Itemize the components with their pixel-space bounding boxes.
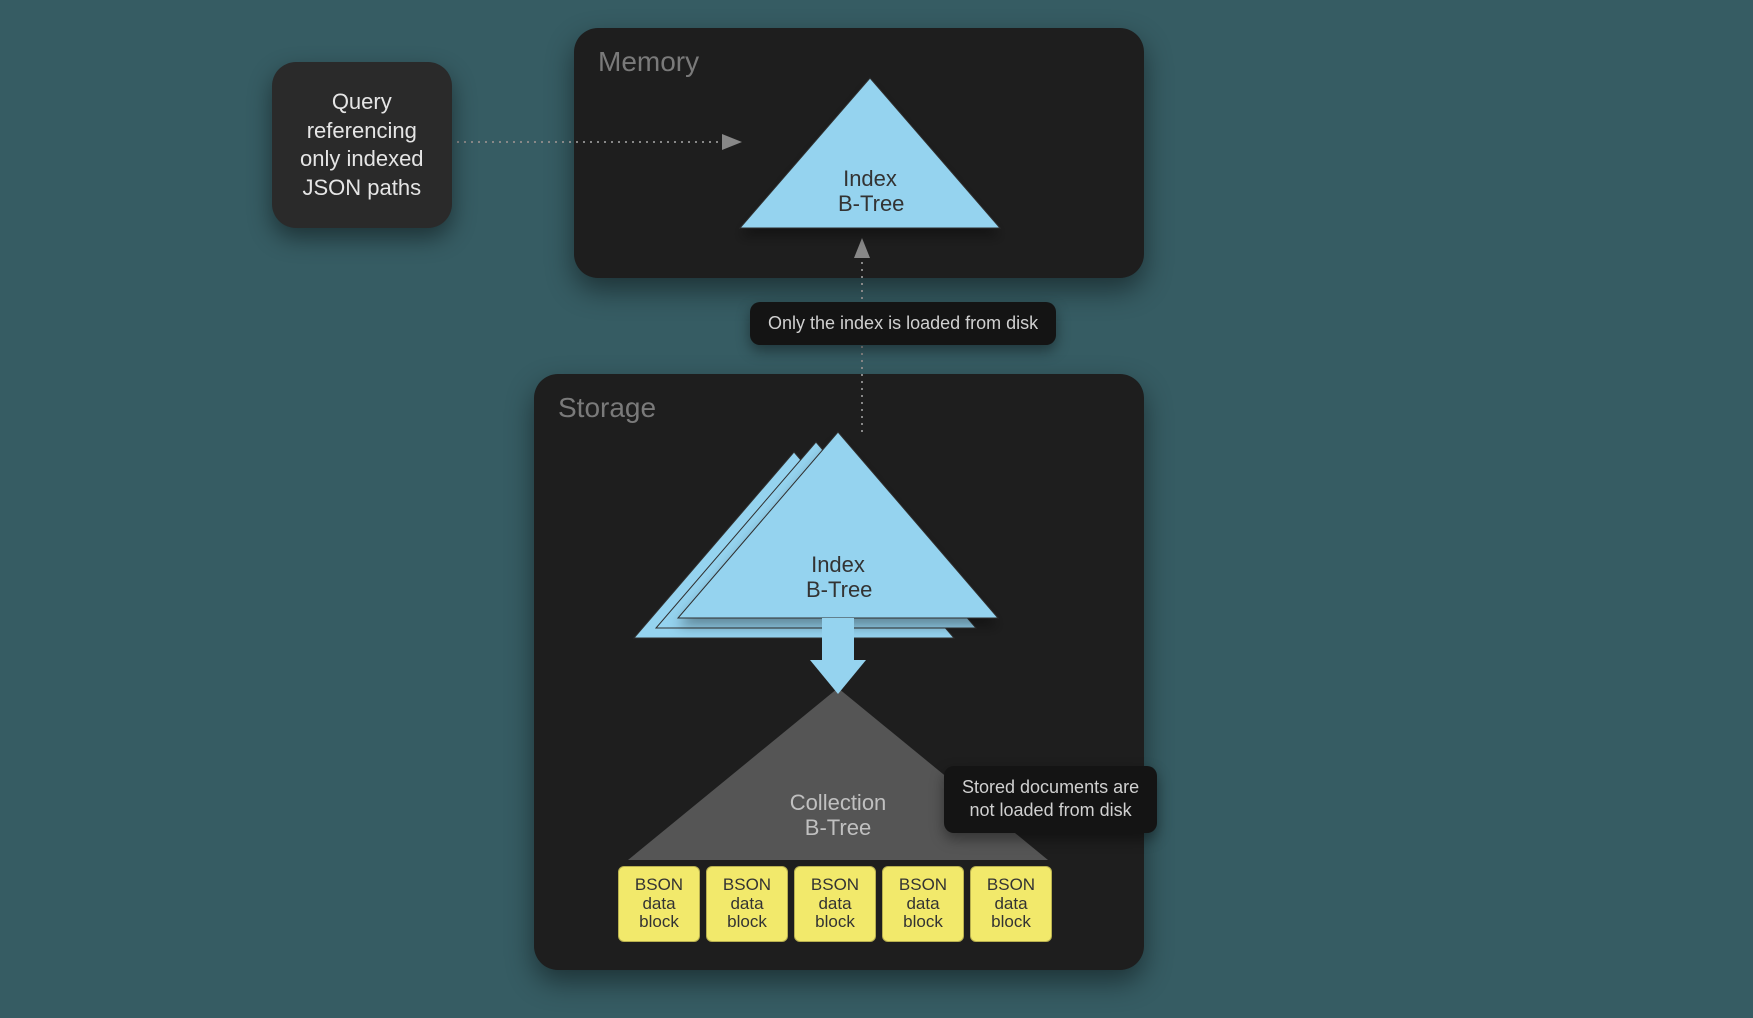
bson-block: BSON data block bbox=[794, 866, 876, 942]
query-box: Query referencing only indexed JSON path… bbox=[272, 62, 452, 228]
memory-panel-title: Memory bbox=[598, 46, 699, 78]
storage-index-label: Index B-Tree bbox=[806, 552, 870, 603]
bson-block: BSON data block bbox=[706, 866, 788, 942]
stored-label: Stored documents are not loaded from dis… bbox=[944, 766, 1157, 833]
memory-panel: Memory bbox=[574, 28, 1144, 278]
bson-block: BSON data block bbox=[970, 866, 1052, 942]
bson-block: BSON data block bbox=[618, 866, 700, 942]
memory-index-label: Index B-Tree bbox=[838, 166, 902, 217]
storage-panel-title: Storage bbox=[558, 392, 656, 424]
bson-block: BSON data block bbox=[882, 866, 964, 942]
collection-label: Collection B-Tree bbox=[786, 790, 890, 841]
between-label: Only the index is loaded from disk bbox=[750, 302, 1056, 345]
